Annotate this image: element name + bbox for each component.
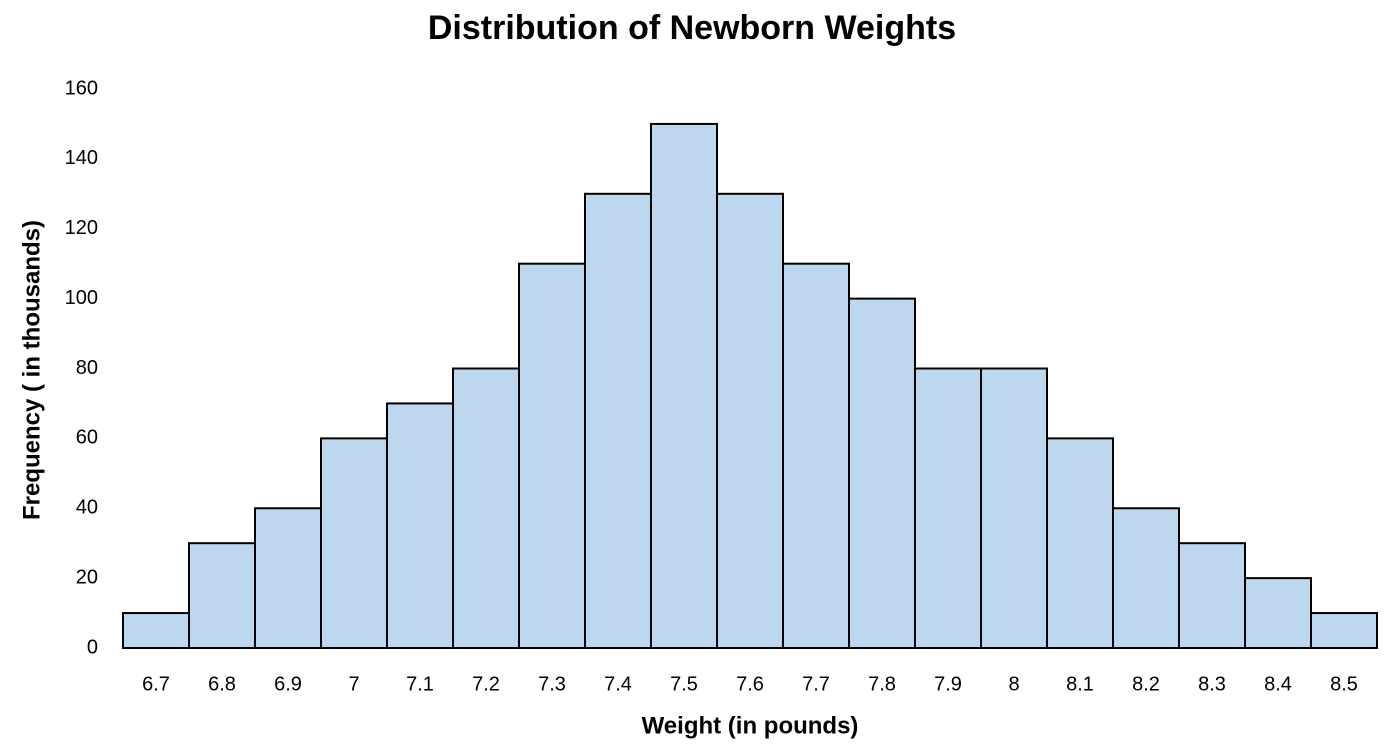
bar: [1244, 577, 1312, 649]
bar: [254, 507, 322, 649]
x-tick-label: 8.5: [1330, 673, 1358, 695]
x-tick-label: 7.6: [736, 673, 764, 695]
bar: [584, 192, 652, 649]
y-axis-title: Frequency ( in thousands): [18, 220, 45, 520]
x-tick-label: 8.2: [1132, 673, 1160, 695]
x-tick-label: 7.5: [670, 673, 698, 695]
x-tick-label: 7.2: [472, 673, 500, 695]
x-tick-label: 7.1: [406, 673, 434, 695]
y-tick-label: 0: [87, 636, 98, 658]
x-tick-label: 7: [348, 673, 359, 695]
bar: [1112, 507, 1180, 649]
bar: [386, 402, 454, 649]
chart-title: Distribution of Newborn Weights: [428, 9, 956, 47]
y-tick-label: 80: [76, 357, 98, 379]
y-tick-label: 20: [76, 566, 98, 588]
bar: [320, 437, 388, 649]
x-tick-label: 6.7: [142, 673, 170, 695]
bar: [188, 542, 256, 649]
bar: [848, 297, 916, 649]
y-tick-label: 160: [65, 77, 98, 99]
bar: [452, 367, 520, 649]
x-tick-label: 8.4: [1264, 673, 1292, 695]
x-tick-label: 8: [1008, 673, 1019, 695]
x-tick-label: 7.8: [868, 673, 896, 695]
bar: [1178, 542, 1246, 649]
bar: [716, 192, 784, 649]
x-tick-label: 6.9: [274, 673, 302, 695]
x-tick-label: 7.4: [604, 673, 632, 695]
bar: [1046, 437, 1114, 649]
bar: [782, 262, 850, 649]
x-tick-label: 7.3: [538, 673, 566, 695]
x-axis-title: Weight (in pounds): [642, 712, 859, 739]
y-tick-label: 100: [65, 287, 98, 309]
x-tick-label: 8.1: [1066, 673, 1094, 695]
bar: [980, 367, 1048, 649]
x-tick-label: 7.9: [934, 673, 962, 695]
x-tick-label: 7.7: [802, 673, 830, 695]
y-tick-label: 40: [76, 497, 98, 519]
bar: [122, 612, 190, 649]
bar: [650, 122, 718, 649]
bar: [1310, 612, 1378, 649]
bar: [518, 262, 586, 649]
y-tick-label: 60: [76, 427, 98, 449]
x-tick-label: 8.3: [1198, 673, 1226, 695]
x-tick-label: 6.8: [208, 673, 236, 695]
y-tick-label: 120: [65, 217, 98, 239]
y-tick-label: 140: [65, 147, 98, 169]
bar: [914, 367, 982, 649]
